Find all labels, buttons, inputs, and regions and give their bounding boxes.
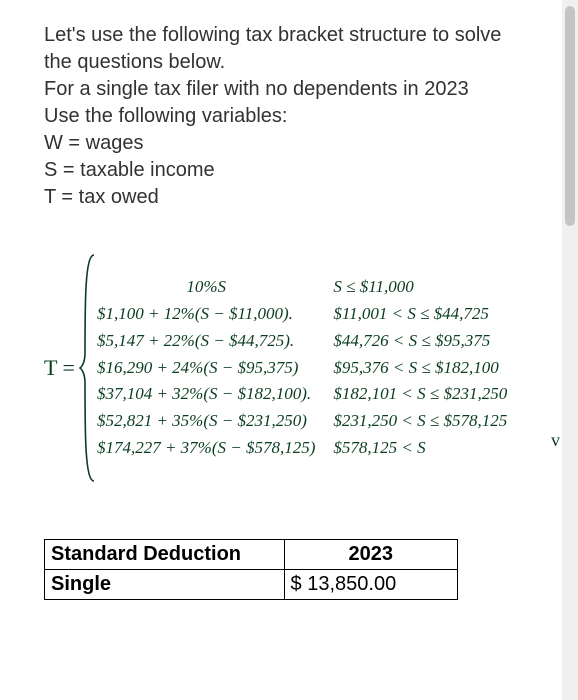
piecewise-lhs: T = (44, 355, 75, 381)
left-brace-icon (79, 253, 97, 483)
table-row: Single $ 13,850.00 (45, 570, 458, 600)
case-condition: $95,376 < S ≤ $182,100 (333, 357, 507, 380)
case-formula: $5,147 + 22%(S − $44,725). (97, 330, 315, 353)
header-year: 2023 (284, 540, 457, 570)
deduction-table: Standard Deduction 2023 Single $ 13,850.… (44, 539, 458, 600)
case-formula: $37,104 + 32%(S − $182,100). (97, 383, 315, 406)
annotation-v: v (551, 430, 560, 451)
case-condition: $231,250 < S ≤ $578,125 (333, 410, 507, 433)
case-condition: $578,125 < S (333, 437, 507, 460)
case-condition: $11,001 < S ≤ $44,725 (333, 303, 507, 326)
case-formula: $174,227 + 37%(S − $578,125) (97, 437, 315, 460)
piecewise-definition: T = 10%S S ≤ $11,000 $1,100 + 12%(S − $1… (44, 253, 528, 483)
variable-s: S = taxable income (44, 157, 528, 184)
piecewise-cases: 10%S S ≤ $11,000 $1,100 + 12%(S − $11,00… (97, 276, 507, 461)
intro-line-2: For a single tax filer with no dependent… (44, 76, 528, 103)
intro-line-1: Let's use the following tax bracket stru… (44, 22, 528, 76)
case-condition: $44,726 < S ≤ $95,375 (333, 330, 507, 353)
variable-t: T = tax owed (44, 184, 528, 211)
case-condition: S ≤ $11,000 (333, 276, 507, 299)
case-condition: $182,101 < S ≤ $231,250 (333, 383, 507, 406)
scrollbar-thumb[interactable] (565, 6, 575, 226)
case-formula: $16,290 + 24%(S − $95,375) (97, 357, 315, 380)
document-page: Let's use the following tax bracket stru… (0, 0, 562, 700)
intro-line-3: Use the following variables: (44, 103, 528, 130)
case-formula: 10%S (97, 276, 315, 299)
vertical-scrollbar[interactable] (562, 0, 578, 700)
intro-block: Let's use the following tax bracket stru… (44, 22, 528, 211)
header-label: Standard Deduction (45, 540, 285, 570)
row-value: $ 13,850.00 (284, 570, 457, 600)
row-label: Single (45, 570, 285, 600)
case-formula: $1,100 + 12%(S − $11,000). (97, 303, 315, 326)
variable-w: W = wages (44, 130, 528, 157)
table-row: Standard Deduction 2023 (45, 540, 458, 570)
case-formula: $52,821 + 35%(S − $231,250) (97, 410, 315, 433)
